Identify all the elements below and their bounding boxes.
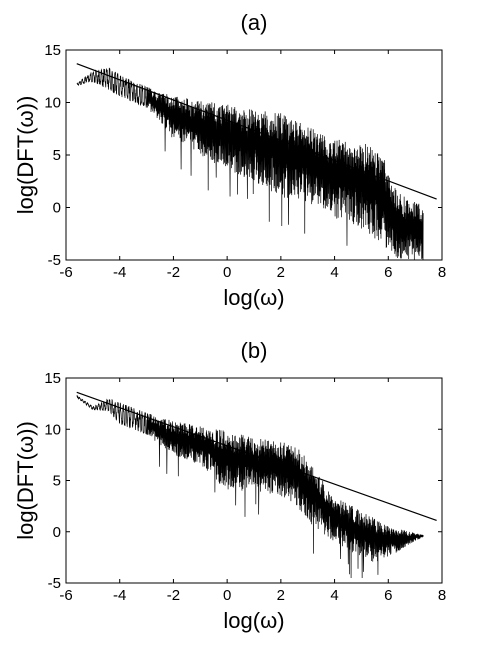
y-tick-label: 15: [44, 370, 61, 387]
x-tick-label: 4: [330, 587, 338, 604]
series-spectrum: [76, 394, 424, 579]
y-tick-label: 15: [44, 42, 61, 59]
y-tick-label: 10: [44, 95, 61, 112]
chart-panel: (b) -6 -4 -2 0 2 4 6 8 -5 0 5 10 15 log(ω) log(DFT(ω)): [13, 338, 446, 633]
series-fit-line: [76, 63, 437, 200]
x-tick-label: -2: [167, 587, 180, 604]
series-fit-line: [76, 391, 437, 522]
y-tick-label: 0: [53, 524, 61, 541]
x-tick-label: 6: [384, 587, 392, 604]
y-tick-label: 10: [44, 421, 61, 438]
y-axis-label: log(DFT(ω)): [13, 421, 38, 540]
chart-title: (a): [241, 10, 268, 35]
x-tick-label: -2: [167, 264, 180, 281]
x-tick-label: -4: [113, 264, 126, 281]
x-tick-label: 0: [223, 264, 231, 281]
chart-panel: (a) -6 -4 -2 0 2 4 6 8 -5 0 5 10 15 log(ω) log(DFT(ω)): [13, 10, 446, 310]
x-axis-label: log(ω): [223, 608, 284, 633]
x-tick-label: 4: [330, 264, 338, 281]
x-tick-label: 8: [438, 587, 446, 604]
chart-title: (b): [241, 338, 268, 363]
y-tick-label: 5: [53, 147, 61, 164]
x-tick-label: -6: [59, 264, 72, 281]
x-tick-label: 0: [223, 587, 231, 604]
x-axis-label: log(ω): [223, 285, 284, 310]
y-axis-label: log(DFT(ω)): [13, 96, 38, 215]
series-spectrum: [76, 67, 424, 260]
y-tick-label: 5: [53, 473, 61, 490]
y-tick-label: -5: [48, 575, 61, 592]
x-tick-label: 8: [438, 264, 446, 281]
x-tick-label: 2: [277, 264, 285, 281]
y-tick-label: -5: [48, 252, 61, 269]
x-tick-label: 6: [384, 264, 392, 281]
x-tick-label: 2: [277, 587, 285, 604]
x-tick-label: -6: [59, 587, 72, 604]
y-tick-label: 0: [53, 200, 61, 217]
x-tick-label: -4: [113, 587, 126, 604]
